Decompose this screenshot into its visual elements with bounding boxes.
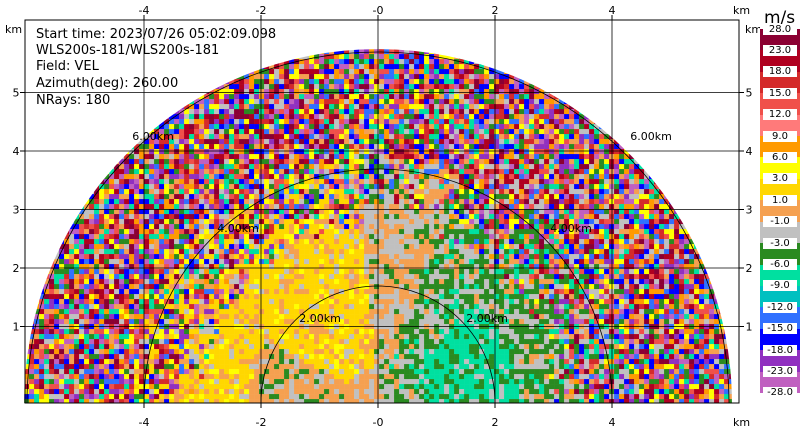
colorbar-tick-label: -28.0 <box>763 387 797 398</box>
y-unit-label-right: km <box>745 23 760 36</box>
plot-frame <box>24 19 740 404</box>
colorbar-tick-label: -6.0 <box>763 259 797 271</box>
grid-lines <box>25 20 739 403</box>
colorbar-tick-label: 6.0 <box>763 151 797 163</box>
colorbar-tick-label: 18.0 <box>763 66 797 78</box>
colorbar-tick-label: 15.0 <box>763 87 797 99</box>
colorbar-tick-label: -23.0 <box>763 366 797 378</box>
range-ring-label: 4.00km <box>217 222 259 235</box>
range-ring-label: 4.00km <box>550 222 592 235</box>
y-tick-label-right: 5 <box>746 87 753 100</box>
axis-ticks: -4 -4 -2 -2 -0 -0 2 2 4 4 1 1 2 2 3 3 4 4 5 5 <box>13 4 753 429</box>
y-unit-label: km <box>5 23 22 36</box>
info-start-time: Start time: 2023/07/26 05:02:09.098 <box>36 27 276 42</box>
colorbar-tick-label: -9.0 <box>763 280 797 292</box>
colorbar-tick-label: -1.0 <box>763 216 797 228</box>
colorbar-tick-label: -3.0 <box>763 237 797 249</box>
x-tick-label-bottom: -4 <box>139 416 150 429</box>
y-tick-label-right: 1 <box>746 321 753 334</box>
colorbar-tick-label: -12.0 <box>763 301 797 313</box>
x-tick-label-top: -2 <box>256 4 267 17</box>
colorbar-tick-label: 23.0 <box>763 44 797 56</box>
x-tick-label-top: -0 <box>373 4 384 17</box>
info-azimuth: Azimuth(deg): 260.00 <box>36 76 178 91</box>
range-ring-label: 2.00km <box>466 312 508 325</box>
colorbar-tick-label: 28.0 <box>763 24 797 35</box>
velocity-field <box>24 49 732 403</box>
x-tick-label-top: 2 <box>492 4 499 17</box>
y-tick-label-right: 2 <box>746 262 753 275</box>
colorbar-tick-label: 12.0 <box>763 109 797 121</box>
x-unit-label-bottom: km <box>733 416 750 429</box>
y-tick-label-right: 3 <box>746 204 753 217</box>
y-tick-label-right: 4 <box>746 145 753 158</box>
x-tick-label-bottom: -0 <box>373 416 384 429</box>
info-block: Start time: 2023/07/26 05:02:09.098 WLS2… <box>36 27 276 108</box>
colorbar-tick-label: 1.0 <box>763 194 797 206</box>
x-tick-label-top: -4 <box>139 4 150 17</box>
colorbar-tick-label: 9.0 <box>763 130 797 142</box>
x-tick-label-bottom: 4 <box>609 416 616 429</box>
range-rings: 2.00km 2.00km 4.00km 4.00km 6.00km 6.00km <box>26 51 730 404</box>
x-unit-label-top: km <box>733 4 750 17</box>
range-ring-label: 6.00km <box>132 130 174 143</box>
x-tick-label-bottom: -2 <box>256 416 267 429</box>
colorbar-tick-label: -15.0 <box>763 323 797 335</box>
info-field: Field: VEL <box>36 59 100 74</box>
y-tick-label-left: 4 <box>13 145 20 158</box>
colorbar-tick-label: 3.0 <box>763 173 797 185</box>
info-station: WLS200s-181/WLS200s-181 <box>36 43 219 58</box>
y-tick-label-left: 2 <box>13 262 20 275</box>
colorbar-title: m/s <box>764 8 796 28</box>
colorbar-tick-label: -18.0 <box>763 344 797 356</box>
y-tick-label-left: 1 <box>13 321 20 334</box>
y-tick-label-left: 3 <box>13 204 20 217</box>
x-tick-label-bottom: 2 <box>492 416 499 429</box>
range-ring <box>26 51 730 404</box>
range-ring-label: 2.00km <box>299 312 341 325</box>
y-tick-label-left: 5 <box>13 87 20 100</box>
range-ring <box>260 285 496 404</box>
range-ring <box>143 168 613 404</box>
range-ring-label: 6.00km <box>630 130 672 143</box>
colorbar: 28.0 23.0 18.0 15.0 12.0 9.0 6.0 3.0 1.0 -1.0 -3.0… <box>760 24 800 398</box>
x-tick-label-top: 4 <box>609 4 616 17</box>
info-nrays: NRays: 180 <box>36 93 110 108</box>
